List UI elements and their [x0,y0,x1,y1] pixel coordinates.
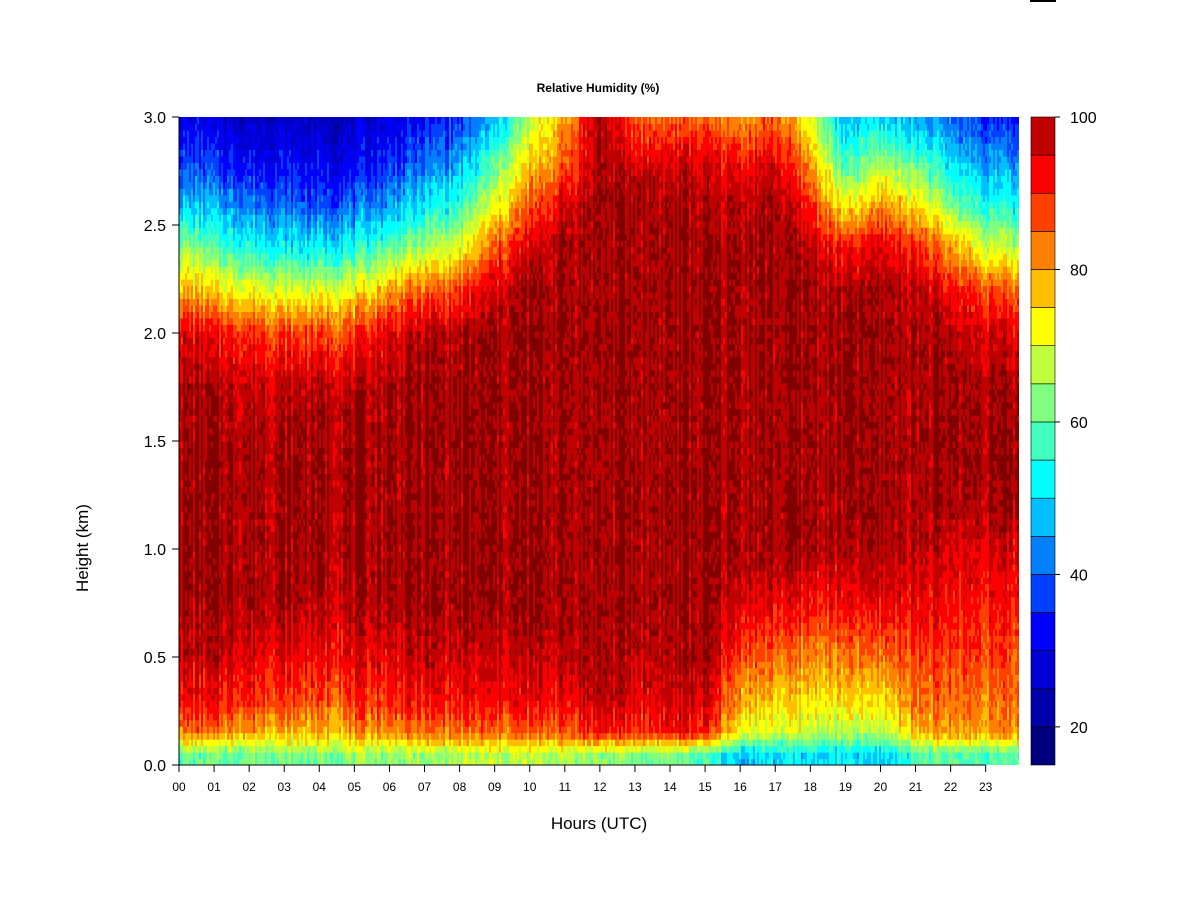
chart-title: Relative Humidity (%) [537,81,660,95]
heatmap-field [179,117,1020,766]
